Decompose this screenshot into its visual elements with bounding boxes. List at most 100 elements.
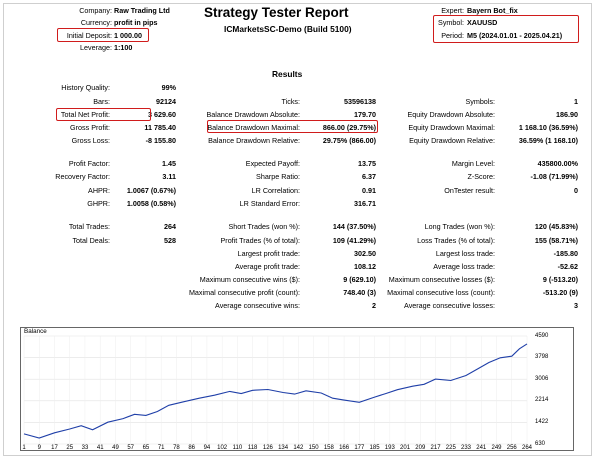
stat-label: AHPR: [88, 186, 110, 195]
stat-label: Sharpe Ratio: [256, 172, 300, 181]
expert-value: Bayern Bot_fix [467, 6, 518, 15]
stat-value: 108.12 [354, 262, 376, 271]
stat-value: 155 (58.71%) [534, 236, 578, 245]
x-tick-label: 57 [127, 445, 135, 451]
x-tick-label: 49 [112, 445, 119, 451]
stat-value: 2 [372, 301, 376, 310]
symbol-value: XAUUSD [467, 18, 498, 27]
stat-value: -52.62 [557, 262, 578, 271]
x-tick-label: 201 [400, 445, 411, 451]
stat-label: Expected Payoff: [245, 159, 300, 168]
x-tick-label: 78 [173, 445, 180, 451]
x-tick-label: 126 [262, 445, 273, 451]
stat-label: Long Trades (won %): [424, 222, 495, 231]
stat-value: 1 [574, 97, 578, 106]
stat-label: Profit Factor: [68, 159, 110, 168]
stat-value: 109 (41.29%) [332, 236, 376, 245]
stat-value: 0 [574, 186, 578, 195]
currency-value: profit in pips [114, 18, 158, 27]
stat-label: History Quality: [61, 83, 110, 92]
expert-label: Expert: [441, 6, 464, 15]
stat-value: 316.71 [354, 199, 376, 208]
balance-chart [20, 327, 574, 451]
x-tick-label: 249 [491, 445, 502, 451]
stat-value: 11 785.40 [144, 123, 176, 132]
leverage-value: 1:100 [114, 43, 133, 52]
stat-label: Symbols: [465, 97, 495, 106]
x-tick-label: 177 [354, 445, 365, 451]
x-tick-label: 118 [247, 445, 258, 451]
y-tick-label: 630 [535, 440, 546, 447]
x-tick-label: 166 [339, 445, 350, 451]
results-heading: Results [272, 69, 303, 79]
stat-label: Average consecutive wins: [215, 301, 300, 310]
x-tick-label: 225 [445, 445, 456, 451]
y-tick-label: 3006 [535, 375, 549, 382]
stat-value: 186.90 [556, 110, 578, 119]
stat-label: Total Trades: [68, 222, 110, 231]
stat-value: 9 (-513.20) [542, 275, 578, 284]
x-tick-label: 9 [37, 445, 41, 451]
initial-deposit-value: 1 000.00 [114, 31, 142, 40]
stat-value: 3 629.60 [148, 110, 176, 119]
initial-deposit-label: Initial Deposit: [66, 31, 112, 40]
chart-title: Balance [24, 328, 47, 335]
stat-value: 92124 [156, 97, 176, 106]
x-tick-label: 17 [51, 445, 58, 451]
x-tick-label: 110 [232, 445, 243, 451]
stat-label: LR Standard Error: [239, 199, 300, 208]
stat-value: 36.59% (1 168.10) [518, 136, 578, 145]
stat-value: 1.45 [162, 159, 176, 168]
x-tick-label: 86 [188, 445, 195, 451]
x-tick-label: 33 [81, 445, 89, 451]
stat-label: Gross Loss: [71, 136, 110, 145]
stat-label: Gross Profit: [70, 123, 110, 132]
company-value: Raw Trading Ltd [114, 6, 170, 15]
initial-deposit-highlight [57, 28, 149, 42]
stat-value: 302.50 [354, 249, 376, 258]
x-tick-label: 94 [203, 445, 211, 451]
stat-label: Profit Trades (% of total): [220, 236, 301, 245]
stat-label: Short Trades (won %): [228, 222, 300, 231]
x-tick-label: 264 [521, 445, 532, 451]
stat-value: 179.70 [354, 110, 376, 119]
stat-label: Equity Drawdown Relative: [409, 136, 495, 145]
stat-label: Balance Drawdown Absolute: [206, 110, 301, 119]
period-value: M5 (2024.01.01 - 2025.04.21) [467, 31, 563, 40]
stat-value: 29.75% (866.00) [322, 136, 376, 145]
period-label: Period: [441, 31, 464, 40]
stat-value: 0.91 [362, 186, 376, 195]
x-tick-label: 158 [323, 445, 334, 451]
y-tick-label: 4590 [535, 332, 549, 339]
stat-value: 3.11 [162, 172, 176, 181]
x-tick-label: 209 [415, 445, 426, 451]
stat-value: 1.0067 (0.67%) [126, 186, 176, 195]
symbol-label: Symbol: [438, 18, 464, 27]
stat-value: -1.08 (71.99%) [530, 172, 578, 181]
stat-value: 120 (45.83%) [534, 222, 578, 231]
stat-label: Maximal consecutive profit (count): [188, 288, 300, 297]
stat-value: -8 155.80 [145, 136, 176, 145]
symbol-period-highlight [433, 15, 579, 43]
stat-label: Recovery Factor: [55, 172, 110, 181]
stat-value: 528 [164, 236, 176, 245]
x-tick-label: 193 [384, 445, 395, 451]
x-tick-label: 65 [142, 445, 150, 451]
currency-label: Currency: [80, 18, 112, 27]
x-tick-label: 256 [506, 445, 517, 451]
y-tick-label: 3798 [535, 354, 549, 361]
stat-value: 264 [164, 222, 176, 231]
leverage-label: Leverage: [80, 43, 112, 52]
stat-label: Average loss trade: [433, 262, 495, 271]
stat-value: 99% [161, 83, 176, 92]
stat-label: Total Deals: [72, 236, 110, 245]
stat-label: Average consecutive losses: [404, 301, 495, 310]
company-label: Company: [79, 6, 112, 15]
stat-label: Loss Trades (% of total): [417, 236, 495, 245]
stat-label: Maximum consecutive losses ($): [388, 275, 495, 284]
report-title: Strategy Tester Report [204, 5, 349, 20]
stat-value: 144 (37.50%) [332, 222, 376, 231]
x-tick-label: 1 [22, 445, 26, 451]
stat-label: Balance Drawdown Relative: [208, 136, 300, 145]
x-tick-label: 41 [96, 445, 104, 451]
